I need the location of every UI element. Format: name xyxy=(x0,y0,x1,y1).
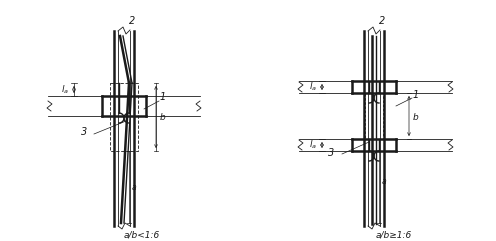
Text: 2: 2 xyxy=(129,16,135,26)
Text: 3: 3 xyxy=(328,148,334,158)
Text: 2: 2 xyxy=(379,16,385,26)
Text: $b$: $b$ xyxy=(159,112,166,122)
Text: $l_a$: $l_a$ xyxy=(61,83,69,96)
Text: 1: 1 xyxy=(413,90,419,100)
Text: $b$: $b$ xyxy=(412,111,419,121)
Text: $a$: $a$ xyxy=(131,182,137,192)
Text: 1: 1 xyxy=(160,92,166,102)
Text: a/b≥1:6: a/b≥1:6 xyxy=(376,230,412,239)
Text: $l_a$: $l_a$ xyxy=(309,139,317,151)
Text: 3: 3 xyxy=(81,127,87,137)
Text: $a$: $a$ xyxy=(381,176,387,186)
Text: a/b<1:6: a/b<1:6 xyxy=(124,230,160,239)
Text: $l_a$: $l_a$ xyxy=(309,81,317,93)
